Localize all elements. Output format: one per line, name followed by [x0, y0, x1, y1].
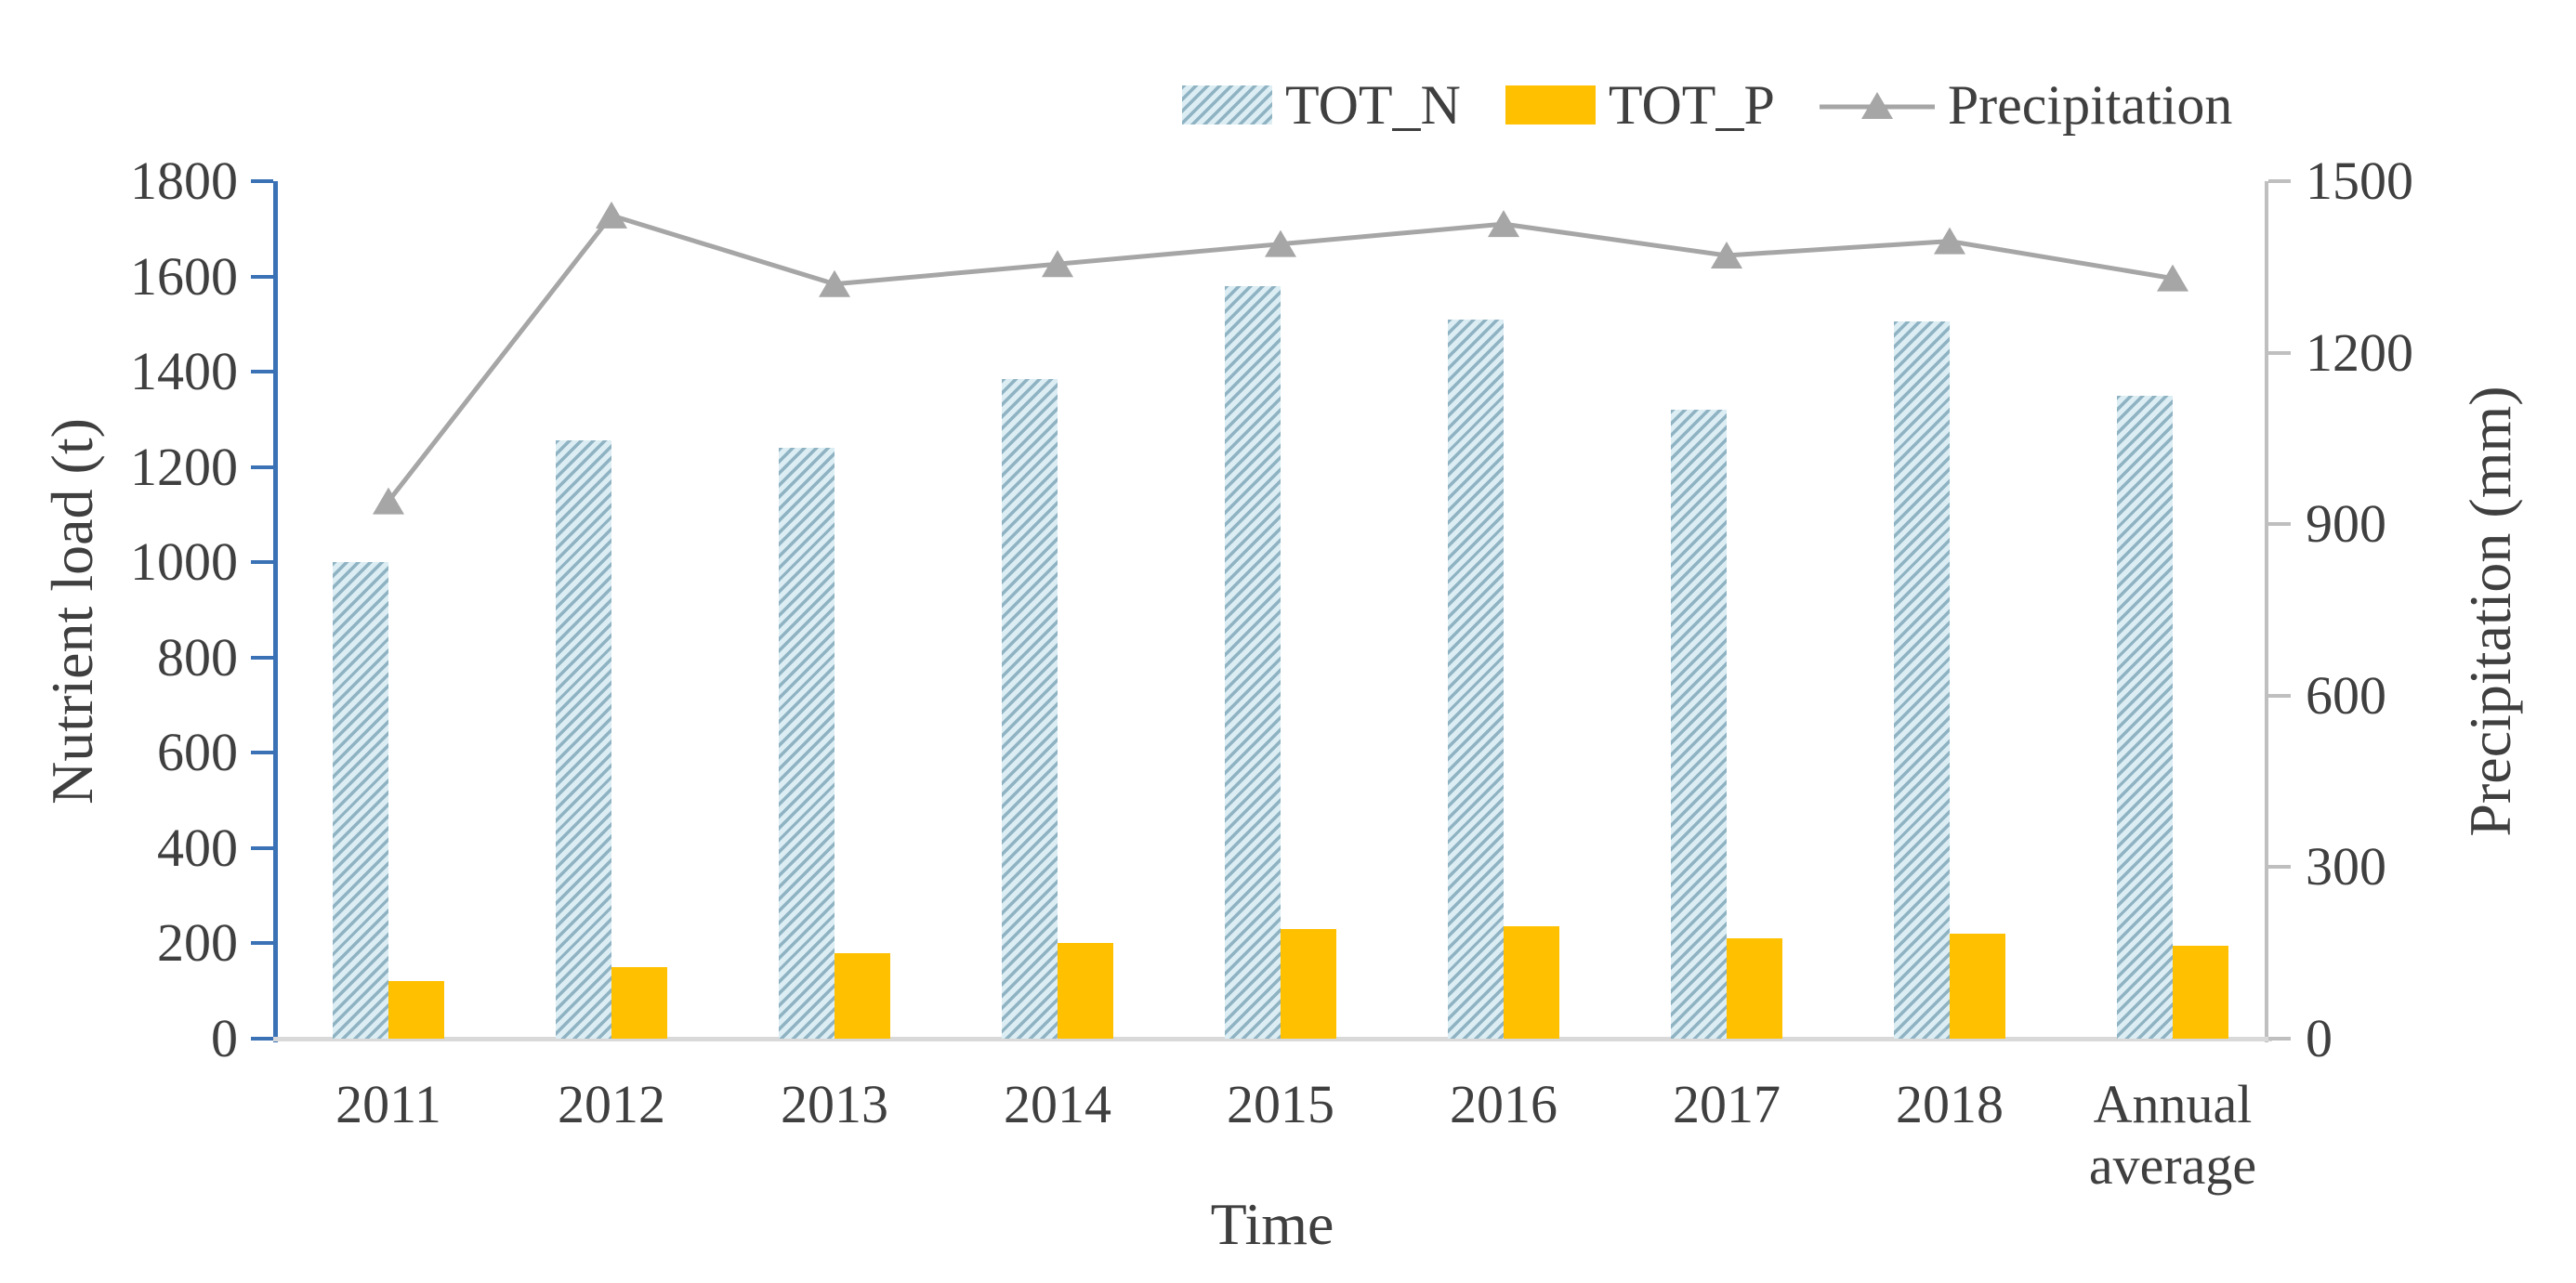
y-right-tick-label: 600: [2306, 664, 2386, 726]
y-right-tick: [2268, 865, 2291, 870]
y-left-tick: [251, 751, 273, 755]
legend-item-tot-p: TOT_P: [1505, 72, 1775, 137]
y-axis-right-line: [2265, 181, 2268, 1042]
y-right-tick-label: 900: [2306, 493, 2386, 555]
bar-tot-n: [2117, 395, 2173, 1039]
category-label: 2014: [1004, 1074, 1111, 1134]
y-left-tick-label: 600: [157, 722, 238, 783]
bar-tot-n: [333, 562, 388, 1039]
legend-label-precipitation: Precipitation: [1947, 74, 2233, 136]
y-left-tick-label: 800: [157, 626, 238, 687]
y-left-tick: [251, 465, 273, 469]
y-left-tick-label: 1000: [130, 531, 238, 593]
tot-p-swatch-icon: [1505, 85, 1596, 124]
bar-tot-p: [835, 952, 890, 1039]
legend-item-precipitation: Precipitation: [1819, 72, 2233, 137]
legend-label-tot-n: TOT_N: [1285, 74, 1461, 136]
bar-tot-n: [1671, 410, 1727, 1039]
y-left-tick-label: 1800: [130, 151, 238, 211]
y-left-tick-label: 1600: [130, 245, 238, 307]
bar-tot-p: [611, 967, 667, 1039]
legend: TOT_N TOT_P Precipitation: [1182, 72, 2232, 137]
bar-tot-n: [1448, 319, 1504, 1039]
precipitation-marker-icon: [596, 201, 627, 229]
y-right-tick: [2268, 179, 2291, 183]
bar-tot-p: [1504, 926, 1559, 1039]
bar-tot-p: [2173, 946, 2228, 1039]
category-label: 2015: [1227, 1074, 1334, 1134]
category-label: 2012: [558, 1074, 665, 1134]
y-left-tick-label: 0: [211, 1008, 238, 1068]
y-right-tick: [2268, 1037, 2291, 1041]
y-left-tick-label: 1400: [130, 341, 238, 402]
bar-tot-n: [1002, 378, 1058, 1039]
x-axis-line: [273, 1037, 2272, 1041]
x-axis-title: Time: [1210, 1191, 1334, 1257]
y-left-tick: [251, 845, 273, 850]
precipitation-marker-icon: [1265, 229, 1296, 257]
bar-tot-n: [779, 448, 835, 1039]
bar-tot-p: [1058, 943, 1113, 1039]
y-right-tick-label: 1200: [2306, 321, 2413, 383]
y-right-tick-label: 300: [2306, 836, 2386, 897]
category-label: 2011: [335, 1074, 441, 1134]
precipitation-marker-icon: [819, 269, 850, 297]
precipitation-marker-icon: [1934, 227, 1965, 255]
bar-tot-n: [556, 440, 611, 1039]
precipitation-marker-icon: [1488, 210, 1519, 238]
precipitation-marker-icon: [2157, 264, 2188, 292]
y-left-tick: [251, 274, 273, 279]
precipitation-legend-icon: [1819, 92, 1935, 119]
precipitation-marker-icon: [1042, 250, 1073, 278]
category-label: 2017: [1673, 1074, 1781, 1134]
y-right-tick-label: 1500: [2306, 151, 2413, 211]
y-left-tick: [251, 179, 273, 183]
bar-tot-p: [388, 981, 444, 1039]
legend-label-tot-p: TOT_P: [1608, 74, 1775, 136]
y-left-tick: [251, 941, 273, 946]
y-right-tick: [2268, 350, 2291, 355]
legend-item-tot-n: TOT_N: [1182, 72, 1461, 137]
y-left-tick-label: 400: [157, 817, 238, 878]
bar-tot-p: [1727, 938, 1782, 1039]
category-label: 2018: [1896, 1074, 2004, 1134]
precipitation-marker-icon: [373, 487, 404, 515]
y-axis-left-line: [273, 181, 278, 1042]
bar-tot-n: [1894, 321, 1950, 1039]
category-label: 2016: [1450, 1074, 1557, 1134]
y-left-tick: [251, 1037, 273, 1041]
category-label: Annual average: [2088, 1074, 2257, 1196]
tot-n-swatch-icon: [1182, 85, 1272, 124]
category-label: 2013: [781, 1074, 888, 1134]
bar-tot-p: [1281, 929, 1336, 1039]
y-right-tick: [2268, 693, 2291, 698]
bar-tot-p: [1950, 934, 2005, 1039]
y-left-tick: [251, 560, 273, 565]
y-right-tick-label: 0: [2306, 1008, 2333, 1068]
y-left-tick: [251, 370, 273, 374]
precipitation-marker-icon: [1711, 241, 1742, 268]
bar-tot-n: [1225, 285, 1281, 1039]
y-right-tick: [2268, 522, 2291, 527]
y-left-tick-label: 200: [157, 912, 238, 974]
y-left-tick-label: 1200: [130, 436, 238, 497]
y-left-tick: [251, 655, 273, 660]
